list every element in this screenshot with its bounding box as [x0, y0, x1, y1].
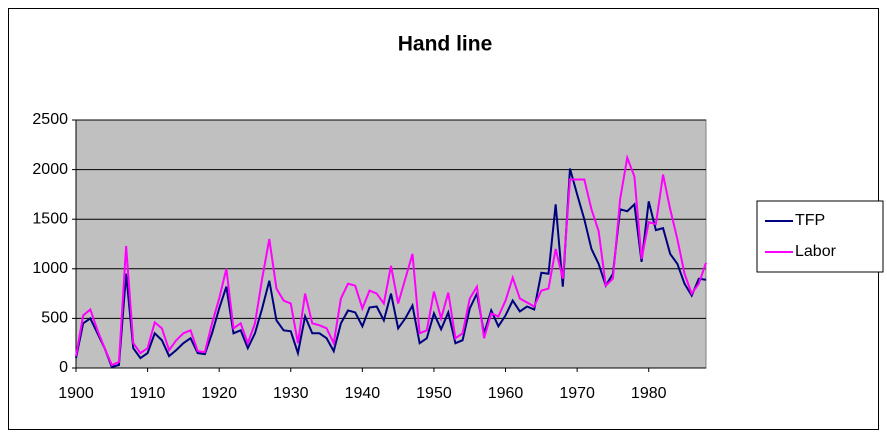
plot-area [75, 119, 707, 369]
data-line [75, 153, 707, 367]
y-tick-label: 0 [59, 359, 68, 376]
x-tick-label: 1950 [416, 385, 452, 402]
x-tick-label: 1910 [130, 385, 166, 402]
x-tick-label: 1970 [559, 385, 595, 402]
x-tick-label: 1980 [631, 385, 667, 402]
legend-label: Labor [795, 243, 837, 260]
x-tick-label: 1920 [201, 385, 237, 402]
x-tick-label: 1930 [273, 385, 309, 402]
y-tick-label: 1500 [32, 210, 68, 227]
y-tick-label: 2500 [32, 111, 68, 128]
y-tick-label: 500 [41, 310, 68, 327]
x-tick-label: 1940 [345, 385, 381, 402]
x-tick-label: 1900 [58, 385, 94, 402]
legend-box [756, 200, 884, 273]
y-tick-label: 2000 [32, 161, 68, 178]
data-line [75, 168, 707, 369]
y-tick-label: 1000 [32, 260, 68, 277]
chart-title: Hand line [398, 33, 493, 56]
legend-label: TFP [795, 212, 825, 229]
x-tick-label: 1960 [488, 385, 524, 402]
